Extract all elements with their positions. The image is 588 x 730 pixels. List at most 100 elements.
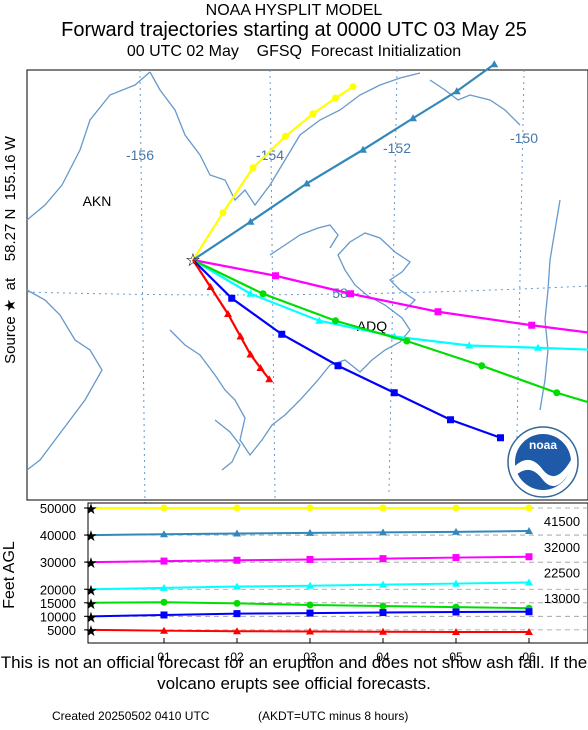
height-frame: [87, 502, 588, 644]
track-marker: [452, 87, 461, 95]
y-tick-label: 40000: [40, 528, 76, 543]
coastline-segment: [214, 419, 241, 471]
start-star-icon: ★: [84, 608, 97, 626]
track-marker: [379, 580, 387, 588]
track-marker: [452, 628, 460, 636]
track-marker: [490, 60, 499, 68]
place-label-akn: AKN: [83, 193, 112, 209]
latitude-label: 58: [332, 285, 348, 301]
x-tick-label: 06: [522, 650, 536, 664]
track-marker: [359, 145, 367, 153]
track-marker: [452, 579, 460, 587]
track-marker: [272, 272, 279, 280]
height-series: ★★★★★★★: [84, 500, 533, 640]
track-marker: [259, 290, 267, 298]
track-marker: [306, 504, 314, 512]
y-tick-label: 50000: [40, 501, 76, 516]
track-marker: [224, 310, 232, 317]
track-marker: [233, 504, 241, 512]
track-marker: [452, 504, 460, 512]
x-tick-label: 04: [376, 650, 390, 664]
source-star-icon: ☆: [185, 250, 201, 271]
y-axis-label: Feet AGL: [1, 541, 18, 609]
track-marker: [528, 321, 536, 329]
track-marker: [349, 83, 357, 91]
track-marker: [306, 555, 314, 563]
source-location-label: Source ★ at 58.27 N 155.16 W: [2, 135, 19, 364]
coastline-segment: [26, 71, 151, 221]
track-marker: [379, 528, 387, 536]
track-marker: [233, 627, 241, 635]
track-marker: [236, 332, 245, 340]
track-marker: [478, 362, 486, 370]
track-marker: [332, 94, 339, 102]
track-marker: [278, 330, 286, 338]
x-tick-label: 03: [303, 650, 317, 664]
x-tick-label: 05: [449, 650, 463, 664]
map-frame: [26, 69, 588, 501]
track-marker: [233, 582, 241, 590]
longitude-label: -152: [383, 140, 411, 156]
track-marker: [282, 132, 289, 140]
track-marker: [409, 114, 417, 122]
track-marker: [534, 343, 542, 351]
track-marker: [525, 608, 533, 616]
graticule: [26, 69, 588, 506]
noaa-logo: noaa: [507, 426, 579, 498]
map-panel: -156 -154 -152 -150 58 AKN ADQ ☆ noaa: [26, 60, 588, 506]
track-marker: [256, 364, 265, 371]
track-marker: [525, 628, 533, 636]
track-marker: [334, 362, 342, 370]
track-marker: [403, 337, 411, 345]
track-marker: [233, 599, 241, 607]
end-height-label: 32000: [544, 540, 580, 555]
track-marker: [379, 602, 387, 610]
trajectory-tracks: ☆: [185, 60, 588, 442]
track-marker: [206, 283, 215, 290]
created-timestamp: Created 20250502 0410 UTC: [52, 709, 210, 723]
coastline-segment: [26, 289, 103, 471]
longitude-label: -150: [510, 130, 538, 146]
forecast-init-subtitle: 00 UTC 02 May GFSQ Forecast Initializati…: [126, 43, 462, 60]
track-marker: [465, 341, 474, 349]
trajectory-title: Forward trajectories starting at 0000 UT…: [61, 19, 527, 41]
longitude-gridline: [388, 69, 398, 493]
track-marker: [246, 217, 255, 225]
track-marker: [347, 290, 354, 298]
track-marker: [315, 316, 324, 324]
track-marker: [332, 317, 339, 325]
track-marker: [525, 527, 533, 535]
latitude-gridline: [26, 285, 588, 296]
coastline-segment: [429, 79, 521, 126]
model-title: NOAA HYSPLIT MODEL: [205, 2, 383, 19]
track-marker: [246, 350, 255, 358]
track-marker: [306, 528, 314, 536]
y-tick-label: 30000: [40, 555, 76, 570]
track-marker: [265, 375, 274, 383]
track-marker: [160, 611, 168, 619]
track-marker: [246, 289, 255, 297]
track-marker: [160, 504, 168, 512]
y-tick-label: 5000: [47, 623, 76, 638]
end-height-label: 41500: [544, 514, 580, 529]
track-marker: [434, 308, 442, 316]
track-marker: [306, 581, 314, 589]
y-tick-label: 15000: [40, 596, 76, 611]
coastline: [26, 71, 561, 471]
start-star-icon: ★: [84, 554, 97, 572]
track-marker: [452, 554, 460, 562]
track-marker: [390, 389, 398, 397]
end-height-labels: 41500 32000 22500 13000: [544, 514, 580, 606]
track-marker: [525, 578, 533, 586]
track-marker: [233, 610, 241, 618]
track-marker: [452, 527, 460, 535]
track-marker: [525, 553, 533, 561]
start-star-icon: ★: [84, 527, 97, 545]
track-marker: [379, 609, 387, 617]
end-height-label: 22500: [544, 565, 580, 580]
track-marker: [553, 389, 561, 397]
longitude-gridline: [139, 69, 146, 506]
track-marker: [379, 555, 387, 563]
track-marker: [302, 179, 311, 187]
